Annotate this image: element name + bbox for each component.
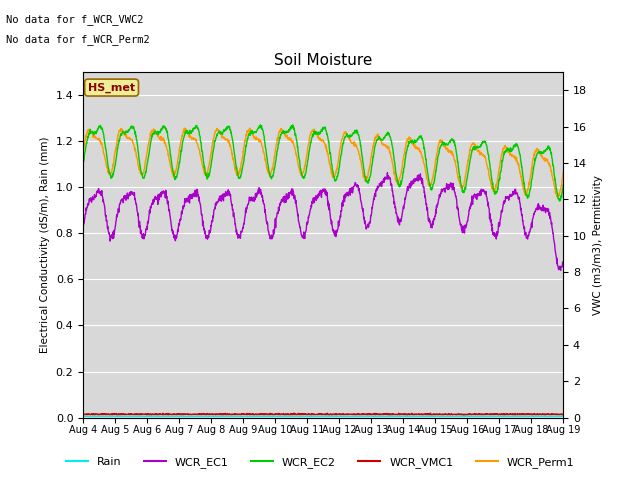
Rain [301,414,309,420]
Rain [79,413,87,419]
WCR_VMC1 [559,412,567,418]
Y-axis label: VWC (m3/m3), Permittivity: VWC (m3/m3), Permittivity [593,175,603,315]
Rain [559,413,567,419]
WCR_VMC1 [294,412,301,418]
WCR_EC2 [293,141,301,146]
WCR_VMC1 [284,411,291,417]
WCR_Perm1 [302,159,310,165]
WCR_EC1 [383,170,391,176]
WCR_EC2 [136,162,144,168]
WCR_VMC1 [353,411,361,417]
WCR_VMC1 [302,411,310,417]
WCR_EC2 [302,170,310,176]
Rain [116,413,124,419]
Rain [283,413,291,419]
WCR_Perm1 [293,156,301,161]
WCR_VMC1 [95,412,103,418]
WCR_EC2 [284,130,291,135]
WCR_EC1 [293,204,301,210]
WCR_EC2 [353,127,360,133]
WCR_Perm1 [284,132,291,138]
Text: No data for f_WCR_Perm2: No data for f_WCR_Perm2 [6,34,150,45]
Rain [136,413,144,419]
Text: No data for f_WCR_VWC2: No data for f_WCR_VWC2 [6,14,144,25]
WCR_EC2 [559,182,567,188]
Line: Rain: Rain [83,416,563,417]
WCR_EC1 [557,267,564,273]
WCR_VMC1 [117,412,125,418]
Rain [460,413,468,419]
Y-axis label: Electrical Conductivity (dS/m), Rain (mm): Electrical Conductivity (dS/m), Rain (mm… [40,136,50,353]
Title: Soil Moisture: Soil Moisture [274,53,372,68]
WCR_EC2 [116,133,124,139]
WCR_EC2 [257,122,264,128]
WCR_EC1 [79,222,87,228]
WCR_Perm1 [116,129,124,134]
Rain [353,413,360,419]
WCR_Perm1 [246,125,253,131]
Rain [293,413,301,419]
Line: WCR_Perm1: WCR_Perm1 [83,128,563,197]
WCR_Perm1 [353,144,360,149]
WCR_Perm1 [79,149,87,155]
WCR_Perm1 [559,169,567,175]
WCR_EC1 [353,182,360,188]
Line: WCR_EC1: WCR_EC1 [83,173,563,270]
Legend: Rain, WCR_EC1, WCR_EC2, WCR_VMC1, WCR_Perm1: Rain, WCR_EC1, WCR_EC2, WCR_VMC1, WCR_Pe… [61,452,579,472]
WCR_Perm1 [554,194,562,200]
WCR_Perm1 [136,168,144,174]
WCR_EC1 [116,201,124,206]
WCR_VMC1 [136,411,144,417]
WCR_VMC1 [290,410,298,416]
WCR_EC2 [79,162,87,168]
Line: WCR_VMC1: WCR_VMC1 [83,413,563,415]
WCR_EC1 [136,225,144,231]
WCR_EC1 [301,230,309,236]
WCR_EC1 [283,193,291,199]
Rain [371,414,378,420]
Text: HS_met: HS_met [88,83,135,93]
WCR_EC1 [559,259,567,265]
WCR_VMC1 [79,411,87,417]
WCR_EC2 [556,198,563,204]
Line: WCR_EC2: WCR_EC2 [83,125,563,201]
